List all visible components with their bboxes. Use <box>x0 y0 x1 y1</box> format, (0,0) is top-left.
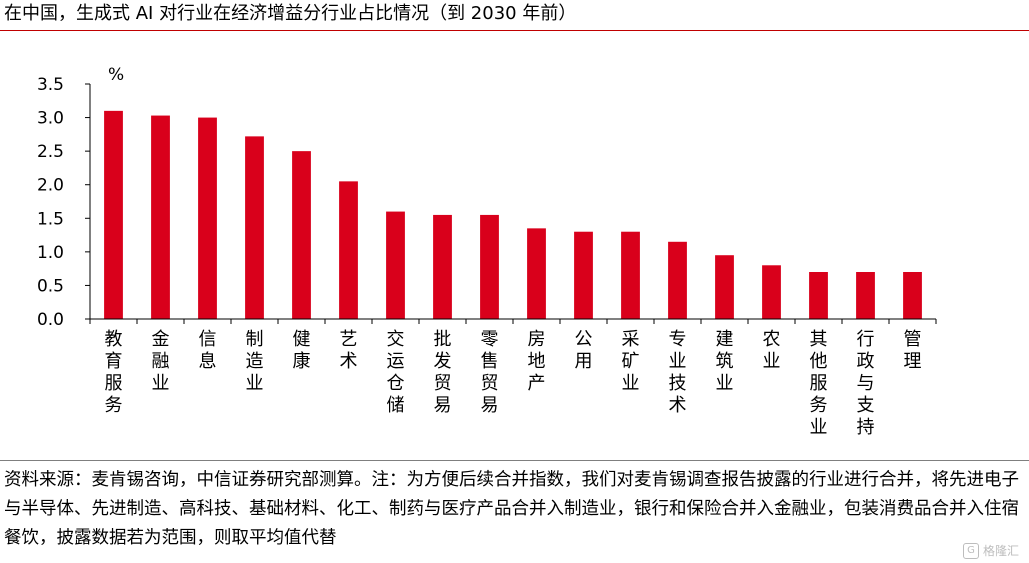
bar <box>715 255 734 319</box>
watermark-text: 格隆汇 <box>982 544 1019 558</box>
x-category-label: 信息 <box>199 329 217 372</box>
y-tick-label: 0.0 <box>37 310 64 330</box>
bar <box>433 214 452 319</box>
y-tick-label: 1.0 <box>37 243 64 263</box>
x-category-label: 制造业 <box>246 329 264 394</box>
watermark: G 格隆汇 <box>962 542 1019 559</box>
y-tick-label: 3.5 <box>37 75 64 95</box>
bar <box>809 272 828 319</box>
bar <box>903 272 922 319</box>
bar <box>198 117 217 319</box>
x-category-label: 健康 <box>293 329 311 372</box>
bar <box>151 115 170 319</box>
bar-chart: 0.0 0.5 1.0 1.5 2.0 2.5 3.0 3.5 教育服务 金融业 信息 制造业 健康艺… <box>37 65 937 438</box>
y-tick-label: 3.0 <box>37 109 64 129</box>
x-category-label: 其他服务业 <box>810 329 828 438</box>
bar <box>386 211 405 319</box>
x-category-label: 管理 <box>904 329 922 372</box>
bar <box>339 181 358 319</box>
x-category-label: 建筑业 <box>716 329 734 394</box>
y-tick-label: 0.5 <box>37 276 64 296</box>
bar <box>668 241 687 319</box>
x-category-label: 房地产 <box>528 329 546 394</box>
source-note: 资料来源：麦肯锡咨询，中信证券研究部测算。注：为方便后续合并指数，我们对麦肯锡调… <box>4 470 1019 548</box>
x-category-label: 交运仓储 <box>387 329 405 416</box>
x-category-label: 专业技术 <box>669 329 687 416</box>
bar <box>245 136 264 319</box>
x-category-label: 农业 <box>763 329 781 372</box>
footer-divider <box>0 460 1029 461</box>
bars <box>104 110 922 319</box>
title-divider <box>0 30 1029 31</box>
bar <box>104 110 123 319</box>
x-category-label: 行政与支持 <box>857 329 875 438</box>
bar <box>856 272 875 319</box>
x-category-label: 公用 <box>575 329 593 372</box>
y-axis: 0.0 0.5 1.0 1.5 2.0 2.5 3.0 3.5 <box>37 75 91 330</box>
bar <box>527 228 546 319</box>
x-category-label: 零售贸易 <box>481 329 499 416</box>
bar <box>762 265 781 319</box>
bar <box>292 151 311 319</box>
y-tick-label: 2.5 <box>37 142 64 162</box>
x-category-label: 采矿业 <box>622 329 640 394</box>
bar <box>480 214 499 319</box>
y-tick-label: 1.5 <box>37 209 64 229</box>
chart-title: 在中国，生成式 AI 对行业在经济增益分行业占比情况（到 2030 年前） <box>4 3 577 24</box>
watermark-logo-icon: G <box>962 542 979 559</box>
x-category-label: 批发贸易 <box>434 329 452 416</box>
bar <box>574 231 593 319</box>
bar <box>621 231 640 319</box>
x-category-label: 艺术 <box>340 329 358 372</box>
y-tick-label: 2.0 <box>37 176 64 196</box>
unit-label: % <box>108 65 124 85</box>
x-category-label: 教育服务 <box>105 329 123 416</box>
x-category-label: 金融业 <box>152 329 170 394</box>
